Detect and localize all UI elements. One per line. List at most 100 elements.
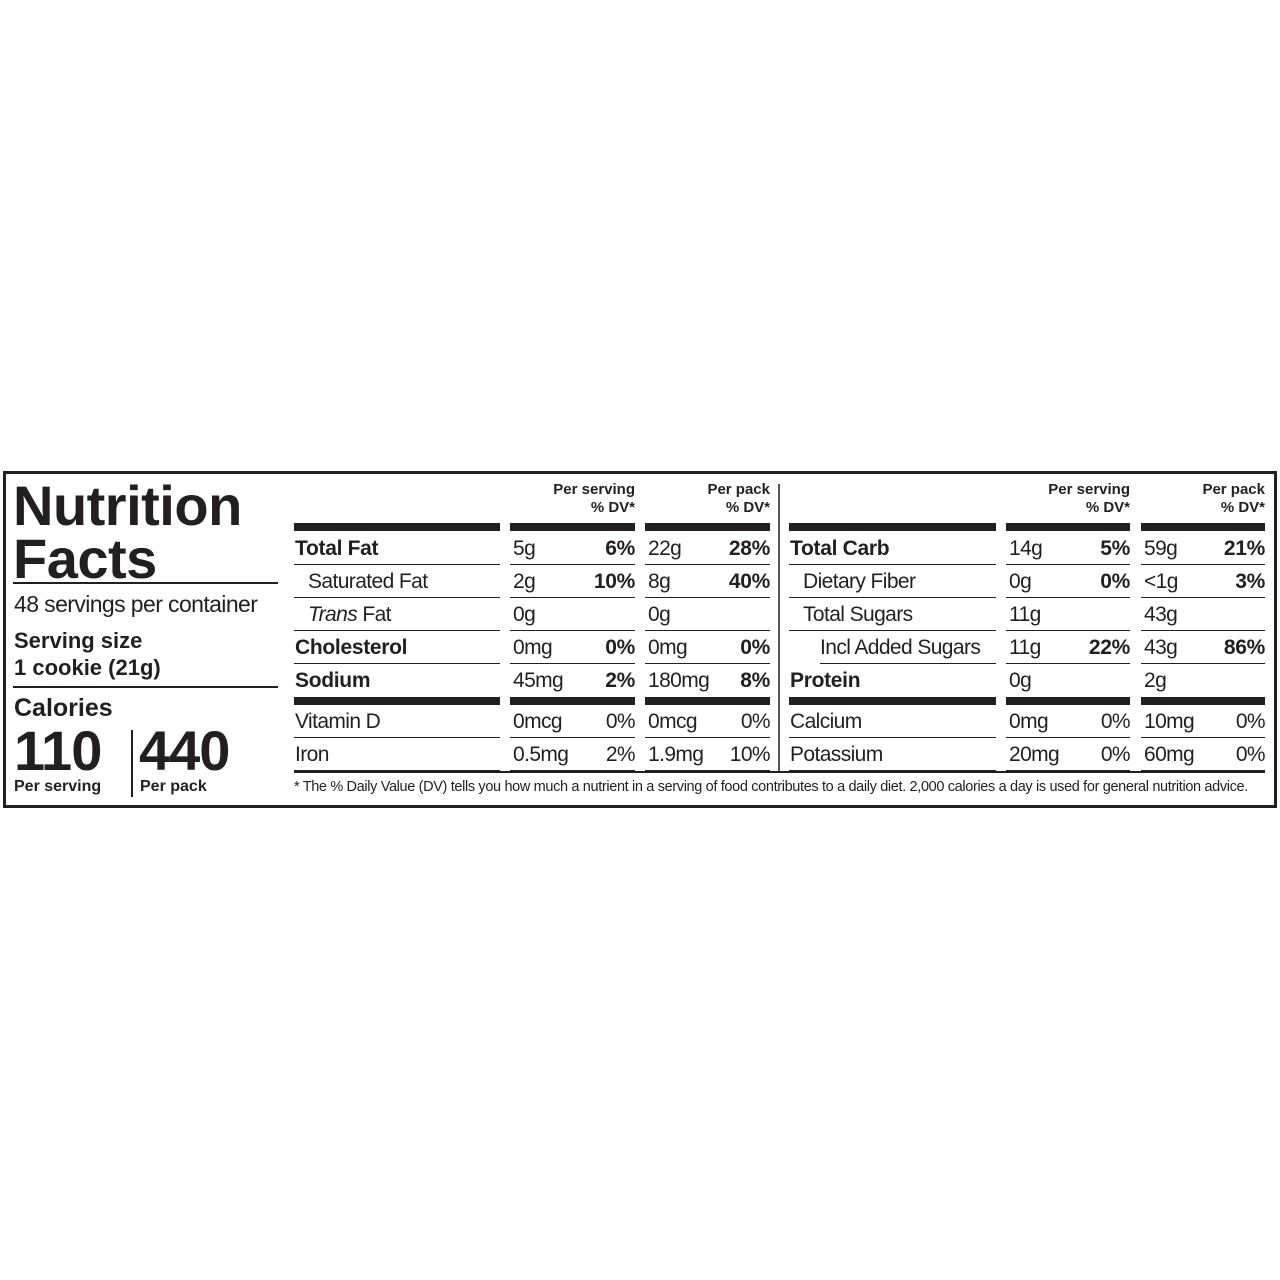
nutrient-name: Dietary Fiber	[789, 565, 996, 598]
daily-value: 28%	[728, 537, 770, 560]
amount: 5g	[513, 537, 536, 560]
thick-rule	[510, 523, 635, 531]
amount: 11g	[1009, 636, 1041, 659]
divider	[13, 582, 278, 584]
nutrient-pack-cell: 2g	[1141, 664, 1265, 697]
daily-value: 8%	[740, 669, 770, 692]
daily-value: 0%	[740, 636, 770, 659]
column-header-label: Per pack	[707, 481, 770, 498]
daily-value: 2%	[605, 743, 636, 766]
thick-rule	[789, 697, 996, 705]
amount: 11g	[1009, 603, 1041, 626]
amount: 0mg	[513, 636, 553, 659]
calories-per-pack: 440	[139, 719, 230, 782]
nutrient-name: Trans Fat	[294, 598, 500, 631]
thick-rule	[1141, 523, 1265, 531]
amount: 14g	[1009, 537, 1043, 560]
calories-per-pack-label: Per pack	[140, 778, 207, 795]
amount: 2g	[1144, 669, 1167, 692]
amount: 60mg	[1144, 743, 1195, 766]
nutrient-pack-cell: 180mg 8%	[645, 664, 770, 697]
daily-value: 0%	[605, 710, 636, 733]
column-header-per-pack: Per pack% DV*	[1141, 481, 1265, 517]
nutrient-serving-cell: 0g	[510, 598, 635, 631]
nutrient-serving-cell: 0g	[1006, 664, 1130, 697]
thick-rule	[510, 697, 635, 705]
daily-value: 0%	[1100, 743, 1131, 766]
daily-value: 0%	[740, 710, 771, 733]
nutrient-name: Cholesterol	[294, 631, 500, 664]
nutrient-name: Calcium	[789, 705, 996, 738]
thick-rule	[645, 523, 770, 531]
daily-value: 0%	[1100, 570, 1130, 593]
amount: 2g	[513, 570, 536, 593]
servings-per-container: 48 servings per container	[14, 591, 258, 617]
nutrient-serving-cell: 45mg 2%	[510, 664, 635, 697]
nutrient-name: Incl Added Sugars	[820, 631, 996, 664]
nutrient-serving-cell: 0mg 0%	[1006, 705, 1131, 738]
nutrition-facts-label	[3, 471, 1277, 808]
column-header-per-serving: Per serving% DV*	[510, 481, 635, 517]
column-header-label: Per serving	[1048, 481, 1130, 498]
thick-rule	[1006, 523, 1130, 531]
daily-value: 3%	[1235, 570, 1265, 593]
column-header-dv: % DV*	[1220, 499, 1265, 516]
serving-size-label: Serving size	[14, 628, 143, 653]
daily-value: 0%	[1235, 710, 1266, 733]
nutrient-name: Saturated Fat	[294, 565, 500, 598]
daily-value: 21%	[1223, 537, 1265, 560]
calories-per-serving: 110	[14, 719, 102, 782]
amount: 1.9mg	[648, 743, 704, 766]
divider	[13, 686, 278, 688]
daily-value: 0%	[605, 636, 635, 659]
daily-value: 0%	[1100, 710, 1131, 733]
amount: 0mg	[648, 636, 688, 659]
amount: 0g	[1009, 669, 1032, 692]
nutrient-serving-cell: 11g	[1006, 598, 1130, 631]
column-header-per-pack: Per pack% DV*	[645, 481, 770, 517]
column-header-per-serving: Per serving% DV*	[1006, 481, 1130, 517]
nutrient-pack-cell: 0mcg 0%	[645, 705, 771, 738]
nutrient-name: Protein	[790, 669, 861, 692]
nutrient-pack-cell: 60mg 0%	[1141, 738, 1266, 771]
thick-rule	[645, 697, 770, 705]
nutrient-serving-cell: 0mcg 0%	[510, 705, 636, 738]
daily-value: 10%	[593, 570, 635, 593]
amount: 59g	[1144, 537, 1178, 560]
nutrient-pack-cell: 43g	[1141, 598, 1265, 631]
footnote: * The % Daily Value (DV) tells you how m…	[294, 779, 1248, 795]
amount: 0mg	[1009, 710, 1049, 733]
daily-value: 40%	[728, 570, 770, 593]
nutrient-pack-cell: 10mg 0%	[1141, 705, 1266, 738]
amount: 180mg	[648, 669, 710, 692]
column-header-dv: % DV*	[1085, 499, 1130, 516]
amount: 45mg	[513, 669, 564, 692]
amount: 0g	[1009, 570, 1032, 593]
nutrient-pack-cell: 0g	[645, 598, 770, 631]
amount: 20mg	[1009, 743, 1060, 766]
amount: 0mcg	[648, 710, 698, 733]
amount: <1g	[1144, 570, 1178, 593]
nutrient-name: Potassium	[789, 738, 996, 771]
nutrient-name-italic: Trans	[308, 603, 358, 626]
daily-value: 10%	[729, 743, 771, 766]
nutrient-name: Sodium	[295, 669, 371, 692]
daily-value: 22%	[1088, 636, 1130, 659]
daily-value: 0%	[1235, 743, 1266, 766]
amount: 8g	[648, 570, 671, 593]
nutrient-name: Vitamin D	[294, 705, 500, 738]
nutrient-serving-cell: 0mg 0%	[510, 631, 635, 664]
nutrient-serving-cell: 0g 0%	[1006, 565, 1130, 598]
thick-rule	[294, 697, 500, 705]
thick-rule	[1006, 697, 1130, 705]
daily-value: 86%	[1223, 636, 1265, 659]
nutrient-pack-cell: 22g 28%	[645, 532, 770, 565]
nutrient-pack-cell: 8g 40%	[645, 565, 770, 598]
amount: 10mg	[1144, 710, 1195, 733]
nutrient-pack-cell: <1g 3%	[1141, 565, 1265, 598]
amount: 43g	[1144, 636, 1178, 659]
divider	[294, 771, 1265, 773]
title-line1: Nutrition	[13, 474, 242, 537]
nutrient-pack-cell: 59g 21%	[1141, 532, 1265, 565]
calories-per-serving-label: Per serving	[14, 778, 102, 795]
